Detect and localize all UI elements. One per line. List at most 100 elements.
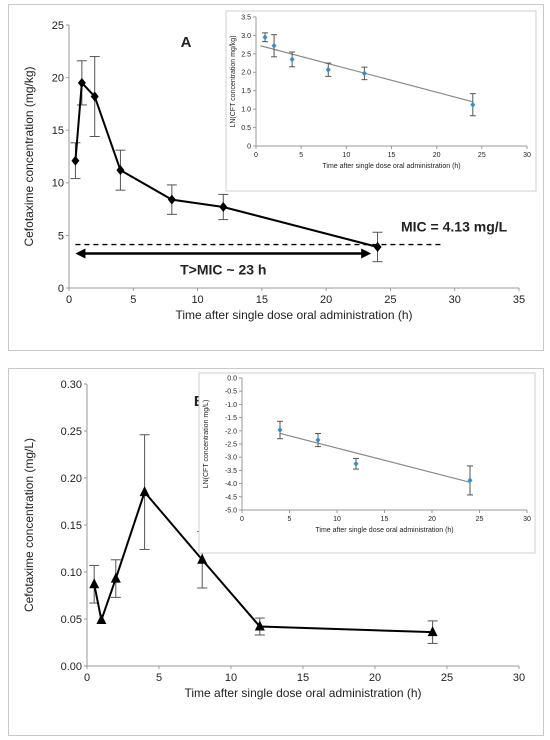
chart-b-y-tick-label: 0.15 <box>61 520 82 532</box>
inset-b-y-tick-label: -1.0 <box>225 402 237 409</box>
inset-a-x-axis-title: Time after single dose oral administrati… <box>322 163 460 170</box>
inset-a-y-tick-label: 3.5 <box>241 14 251 21</box>
chart-panel-a: 0 5 10 15 20 25 30 35 0 5 10 15 20 25 Time after singl… <box>8 4 544 351</box>
chart-a-data-point <box>90 91 99 102</box>
inset-a-y-tick-label: 0 <box>247 143 251 150</box>
chart-b-x-tick-label: 25 <box>441 672 453 684</box>
chart-a-x-tick-label: 35 <box>513 294 525 306</box>
chart-a-data-point <box>77 77 86 88</box>
tmic-label: T>MIC ~ 23 h <box>180 262 266 278</box>
chart-a-x-tick-label: 20 <box>320 294 332 306</box>
inset-b-x-tick-label: 25 <box>476 516 484 523</box>
inset-b-y-tick-label: -1.5 <box>225 415 237 422</box>
inset-b-y-tick-label: -3.5 <box>225 468 237 475</box>
inset-a-data-point <box>262 34 268 41</box>
inset-b-data-point <box>277 427 283 434</box>
inset-a-x-tick-label: 10 <box>342 152 350 159</box>
inset-a-x-tick-label: 20 <box>433 152 441 159</box>
inset-a-x-tick-label: 25 <box>478 152 486 159</box>
chart-a-x-tick-label: 5 <box>130 294 136 306</box>
chart-a-x-axis-title: Time after single dose oral administrati… <box>176 308 413 322</box>
chart-b-data-point <box>197 553 208 564</box>
inset-b-y-tick-label: -4.0 <box>225 481 237 488</box>
chart-b-x-tick-label: 30 <box>513 672 525 684</box>
inset-a-trendline <box>260 45 473 103</box>
inset-b-y-tick-label: -3.0 <box>225 455 237 462</box>
inset-a-y-tick-label: 2.0 <box>241 70 251 77</box>
inset-b-y-tick-label: -2.0 <box>225 428 237 435</box>
chart-a-data-point <box>373 241 382 252</box>
chart-b-y-tick-label: 0.10 <box>61 567 82 579</box>
chart-a-x-tick-label: 25 <box>384 294 396 306</box>
chart-a-x-tick-label: 30 <box>449 294 461 306</box>
inset-a-series <box>260 32 476 117</box>
chart-b-data-point <box>89 578 100 589</box>
chart-b-axes: 0 5 10 15 20 25 30 0.00 0.05 0.10 0.15 0.20 0.25 0.30… <box>22 379 525 700</box>
chart-a-axes: 0 5 10 15 20 25 30 35 0 5 10 15 20 25 Time after singl… <box>22 20 525 322</box>
chart-a-svg: 0 5 10 15 20 25 30 35 0 5 10 15 20 25 Time after singl… <box>22 10 537 322</box>
inset-a-data-point <box>361 70 367 77</box>
chart-b-data-point <box>254 620 265 631</box>
chart-b-x-tick-label: 15 <box>297 672 309 684</box>
chart-a-y-tick-label: 25 <box>52 20 64 32</box>
inset-a-y-axis-title: LN(CFT concentration mg/kg) <box>230 35 237 127</box>
chart-b-data-point <box>427 626 438 637</box>
chart-a-data-point <box>71 155 80 166</box>
chart-a-y-tick-label: 5 <box>58 230 64 242</box>
chart-a-x-tick-label: 10 <box>191 294 203 306</box>
inset-a-data-point <box>271 42 277 49</box>
inset-a-data-point <box>325 66 331 73</box>
tmic-arrowhead-right <box>361 248 372 259</box>
chart-b-svg: 0 5 10 15 20 25 300.000.050.100.150.200.250.30… <box>22 372 536 700</box>
chart-b-x-tick-label: 20 <box>369 672 381 684</box>
inset-a-x-tick-label: 5 <box>299 152 303 159</box>
inset-b-x-axis-title: Time after single dose oral administrati… <box>315 527 453 534</box>
inset-b-x-tick-label: 30 <box>523 516 531 523</box>
chart-b-data-point <box>110 572 121 583</box>
chart-b-data-point <box>96 613 107 624</box>
inset-a-x-tick-label: 15 <box>388 152 396 159</box>
chart-a-panel-label: A <box>181 34 192 51</box>
mic-label: MIC = 4.13 mg/L <box>401 219 508 235</box>
chart-b-y-tick-label: 0.20 <box>61 473 82 485</box>
chart-a-y-tick-label: 15 <box>52 125 64 137</box>
inset-b-x-tick-label: 20 <box>428 516 436 523</box>
inset-b-data-point <box>353 460 359 467</box>
inset-b-y-tick-label: -5.0 <box>225 507 237 514</box>
chart-a-y-tick-label: 10 <box>52 178 64 190</box>
inset-b-y-axis-title: LN(CFT concentration mg/L) <box>203 400 210 489</box>
chart-a-data-point <box>116 165 125 176</box>
inset-a-y-tick-label: 2.5 <box>241 51 251 58</box>
chart-a-data-point <box>167 194 176 205</box>
inset-a-x-tick-label: 30 <box>523 152 531 159</box>
chart-b-x-axis-title: Time after single dose oral administrati… <box>185 686 422 700</box>
inset-a-y-tick-label: 1.5 <box>241 88 251 95</box>
inset-b-data-point <box>467 477 473 484</box>
chart-a-y-axis-title: Cefotaxime concentration (mg/kg) <box>22 66 36 246</box>
chart-b-y-tick-label: 0.00 <box>61 661 82 673</box>
inset-a-x-tick-label: 0 <box>254 152 258 159</box>
chart-b-y-tick-label: 0.30 <box>61 379 82 391</box>
inset-b-trendline <box>279 432 471 483</box>
inset-b-x-tick-label: 15 <box>381 516 389 523</box>
chart-b-y-tick-label: 0.05 <box>61 614 82 626</box>
inset-a-y-tick-label: 3.0 <box>241 33 251 40</box>
chart-a-x-tick-label: 0 <box>66 294 72 306</box>
chart-a-x-tick-label: 15 <box>256 294 268 306</box>
chart-a-y-tick-label: 20 <box>52 72 64 84</box>
inset-b-y-tick-label: -0.5 <box>225 389 237 396</box>
inset-b-x-tick-label: 10 <box>333 516 341 523</box>
inset-a-data-point <box>289 56 295 63</box>
chart-b-x-tick-label: 10 <box>225 672 237 684</box>
chart-b-x-tick-label: 5 <box>156 672 162 684</box>
chart-b-y-tick-label: 0.25 <box>61 426 82 438</box>
inset-b-y-tick-label: -4.5 <box>225 494 237 501</box>
inset-b-x-tick-label: 5 <box>288 516 292 523</box>
inset-b-y-tick-label: -2.5 <box>225 441 237 448</box>
inset-a-y-tick-label: 0.5 <box>241 125 251 132</box>
inset-a-frame <box>225 10 537 192</box>
inset-a-axes: 0 5 10 15 20 25 30 0 0.5 1.0 1.5 2.0 2.5 3.0 3.5 Time a… <box>230 14 531 170</box>
chart-b-y-axis-title: Cefotaxime concentration (mg/L) <box>22 438 36 612</box>
tmic-arrowhead-left <box>75 248 86 259</box>
chart-a-y-tick-label: 0 <box>58 283 64 295</box>
